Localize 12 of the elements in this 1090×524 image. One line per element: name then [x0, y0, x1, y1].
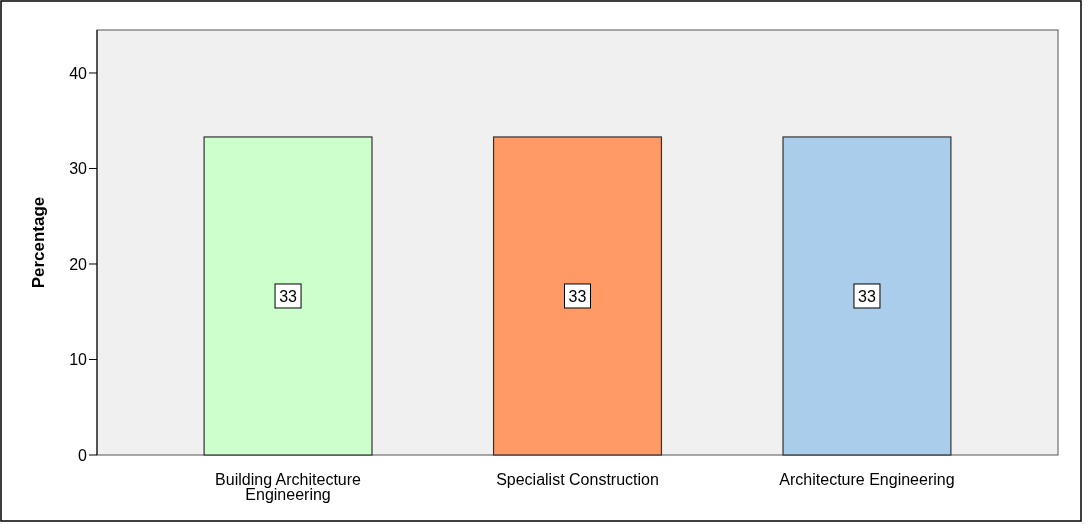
- y-tick-label: 0: [78, 447, 88, 464]
- x-tick-label: Building Architecture Engineering: [215, 471, 362, 503]
- y-axis-title: Percentage: [29, 196, 48, 289]
- data-label: 33: [568, 287, 587, 305]
- x-tick-label: Architecture Engineering: [779, 471, 955, 488]
- y-tick-label: 10: [69, 351, 88, 369]
- x-tick-label: Specialist Construction: [496, 471, 659, 488]
- data-label: 33: [279, 287, 298, 305]
- y-tick-label: 20: [69, 255, 88, 273]
- y-tick-label: 30: [69, 160, 88, 178]
- data-label: 33: [858, 287, 876, 305]
- y-tick-label: 40: [69, 64, 88, 82]
